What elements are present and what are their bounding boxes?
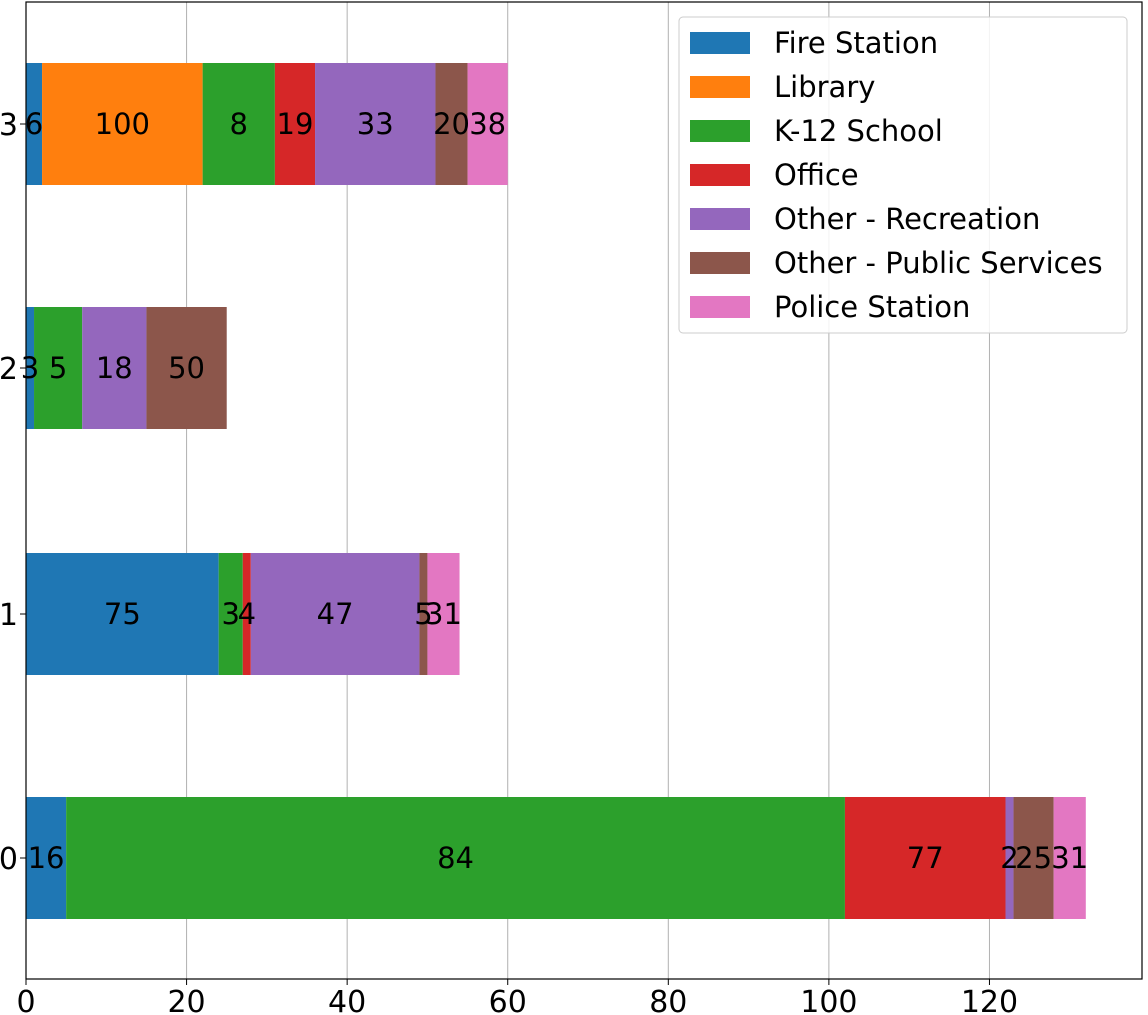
legend-swatch bbox=[690, 32, 750, 54]
plot-frame bbox=[25, 1, 1143, 980]
legend-swatch bbox=[690, 208, 750, 230]
bar-segment bbox=[242, 553, 251, 675]
bar-segment bbox=[26, 553, 219, 675]
bar-value-label: 38 bbox=[469, 107, 506, 141]
bar-value-label: 6 bbox=[25, 107, 43, 141]
bar-segment bbox=[274, 63, 316, 185]
x-tick-label: 80 bbox=[649, 985, 687, 1015]
legend-label: Fire Station bbox=[774, 26, 938, 60]
bar-value-label: 2 bbox=[1000, 841, 1018, 875]
legend-label: K-12 School bbox=[774, 114, 943, 148]
bar-segment bbox=[26, 63, 43, 185]
x-axis: 0 20 40 60 80 100 120 bbox=[16, 979, 1018, 1015]
legend-swatch bbox=[690, 120, 750, 142]
legend-swatch bbox=[690, 76, 750, 98]
bar-segment bbox=[82, 307, 147, 429]
legend-swatch bbox=[690, 164, 750, 186]
y-axis: 0 1 2 3 bbox=[0, 108, 26, 877]
bar-segment bbox=[250, 553, 420, 675]
y-tick-label: 0 bbox=[0, 842, 18, 877]
legend-label: Police Station bbox=[774, 290, 970, 324]
legend-swatch bbox=[690, 296, 750, 318]
x-tick-label: 120 bbox=[961, 985, 1018, 1015]
bar-value-label: 31 bbox=[1051, 841, 1088, 875]
bar-value-label: 18 bbox=[96, 351, 133, 385]
bar-segment bbox=[1013, 797, 1054, 919]
x-tick-label: 40 bbox=[328, 985, 366, 1015]
bar-segment bbox=[1053, 797, 1086, 919]
legend-swatch bbox=[690, 252, 750, 274]
legend-box bbox=[678, 16, 1128, 334]
x-tick-label: 20 bbox=[167, 985, 205, 1015]
bar-segment bbox=[218, 553, 243, 675]
y-tick-label: 3 bbox=[0, 108, 18, 143]
legend: Fire Station Library K-12 School Office Othe… bbox=[678, 16, 1128, 334]
bar-segment bbox=[34, 307, 83, 429]
bar-segment bbox=[42, 63, 203, 185]
legend-label: Office bbox=[774, 158, 859, 192]
bar-value-label: 31 bbox=[425, 597, 462, 631]
bar-segment bbox=[427, 553, 460, 675]
bars bbox=[26, 63, 1086, 919]
bar-segment bbox=[419, 553, 428, 675]
bar-segment bbox=[146, 307, 227, 429]
bar-value-label: 33 bbox=[357, 107, 394, 141]
y-tick-label: 2 bbox=[0, 352, 18, 387]
bar-value-label: 77 bbox=[907, 841, 944, 875]
bar-segment bbox=[1005, 797, 1014, 919]
legend-label: Other - Public Services bbox=[774, 246, 1103, 280]
x-tick-label: 100 bbox=[800, 985, 857, 1015]
bar-value-label: 47 bbox=[317, 597, 354, 631]
bar-segment bbox=[26, 797, 67, 919]
legend-label: Other - Recreation bbox=[774, 202, 1040, 236]
bar-segment bbox=[202, 63, 275, 185]
bar-value-label: 100 bbox=[95, 107, 150, 141]
bar-value-label: 19 bbox=[277, 107, 314, 141]
bar-value-label: 4 bbox=[238, 597, 256, 631]
bar-segment bbox=[435, 63, 468, 185]
bar-segment bbox=[26, 307, 35, 429]
bar-value-label: 84 bbox=[437, 841, 474, 875]
bar-value-label: 5 bbox=[414, 597, 432, 631]
bar-segment bbox=[467, 63, 508, 185]
bar-value-label: 25 bbox=[1015, 841, 1052, 875]
bar-value-label: 3 bbox=[222, 597, 240, 631]
y-tick-label: 1 bbox=[0, 598, 18, 633]
bar-segment bbox=[66, 797, 845, 919]
bar-value-label: 8 bbox=[230, 107, 248, 141]
bar-value-label: 75 bbox=[104, 597, 141, 631]
bar-value-label: 50 bbox=[168, 351, 205, 385]
bar-segment bbox=[315, 63, 436, 185]
x-tick-label: 60 bbox=[489, 985, 527, 1015]
bar-segment bbox=[844, 797, 1006, 919]
bar-value-label: 20 bbox=[433, 107, 470, 141]
x-tick-label: 0 bbox=[16, 985, 35, 1015]
bar-value-label: 16 bbox=[28, 841, 65, 875]
legend-label: Library bbox=[774, 70, 875, 104]
bar-value-label: 5 bbox=[49, 351, 67, 385]
